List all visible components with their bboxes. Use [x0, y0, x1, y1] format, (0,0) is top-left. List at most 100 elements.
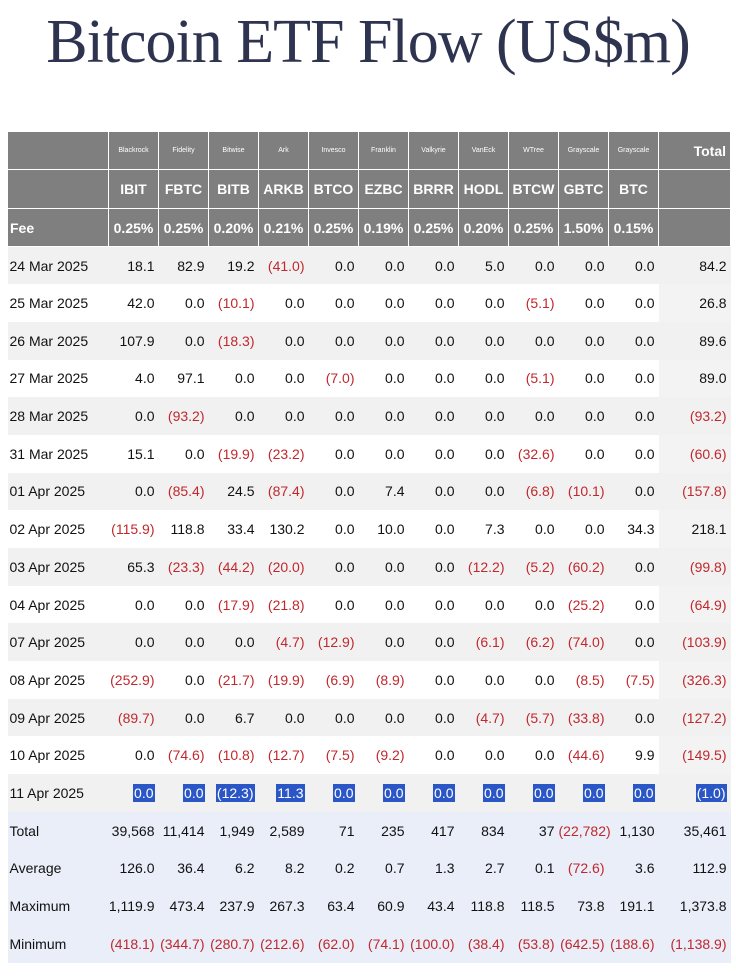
- flow-cell[interactable]: 0.0: [458, 661, 509, 699]
- summary-cell[interactable]: (74.1): [358, 924, 409, 963]
- flow-cell[interactable]: (44.2): [208, 548, 259, 586]
- row-total-cell[interactable]: (127.2): [658, 698, 731, 737]
- flow-cell[interactable]: (74.0): [558, 623, 609, 662]
- flow-cell[interactable]: 0.0: [308, 774, 359, 812]
- flow-cell[interactable]: 0.0: [158, 284, 209, 322]
- flow-cell[interactable]: 0.0: [558, 246, 609, 285]
- flow-cell[interactable]: (12.3): [208, 774, 259, 812]
- flow-cell[interactable]: 0.0: [508, 397, 559, 435]
- flow-cell[interactable]: 0.0: [108, 585, 159, 624]
- flow-cell[interactable]: 0.0: [458, 397, 509, 435]
- flow-cell[interactable]: (4.7): [458, 698, 509, 737]
- row-total-cell[interactable]: (326.3): [658, 661, 731, 699]
- summary-cell[interactable]: 1,949: [208, 811, 259, 850]
- flow-cell[interactable]: 0.0: [558, 510, 609, 548]
- flow-cell[interactable]: 0.0: [308, 397, 359, 435]
- flow-cell[interactable]: (44.6): [558, 736, 609, 775]
- flow-cell[interactable]: 0.0: [108, 623, 159, 662]
- flow-cell[interactable]: 42.0: [108, 284, 159, 322]
- summary-total-cell[interactable]: 1,373.8: [658, 887, 731, 925]
- flow-cell[interactable]: (23.2): [258, 434, 309, 473]
- flow-cell[interactable]: 0.0: [608, 623, 659, 662]
- flow-cell[interactable]: 0.0: [408, 284, 459, 322]
- summary-cell[interactable]: (53.8): [508, 924, 559, 963]
- flow-cell[interactable]: (18.3): [208, 321, 259, 360]
- summary-cell[interactable]: 126.0: [108, 849, 159, 888]
- summary-label[interactable]: Minimum: [7, 924, 109, 963]
- flow-cell[interactable]: 0.0: [158, 434, 209, 473]
- date-cell[interactable]: 27 Mar 2025: [7, 359, 109, 398]
- flow-cell[interactable]: (6.1): [458, 623, 509, 662]
- flow-cell[interactable]: 0.0: [508, 321, 559, 360]
- flow-cell[interactable]: 0.0: [608, 548, 659, 586]
- summary-cell[interactable]: 73.8: [558, 887, 609, 925]
- row-total-cell[interactable]: (157.8): [658, 472, 731, 511]
- flow-cell[interactable]: 0.0: [408, 397, 459, 435]
- flow-cell[interactable]: 0.0: [508, 246, 559, 285]
- flow-cell[interactable]: (60.2): [558, 548, 609, 586]
- flow-cell[interactable]: 0.0: [608, 359, 659, 398]
- flow-cell[interactable]: 0.0: [408, 510, 459, 548]
- flow-cell[interactable]: 82.9: [158, 246, 209, 285]
- flow-cell[interactable]: (12.2): [458, 548, 509, 586]
- flow-cell[interactable]: 0.0: [608, 284, 659, 322]
- flow-cell[interactable]: 0.0: [308, 510, 359, 548]
- flow-cell[interactable]: 0.0: [608, 246, 659, 285]
- flow-cell[interactable]: 0.0: [408, 774, 459, 812]
- flow-cell[interactable]: 0.0: [308, 246, 359, 285]
- flow-cell[interactable]: 0.0: [408, 698, 459, 737]
- flow-cell[interactable]: (21.7): [208, 661, 259, 699]
- summary-cell[interactable]: 0.2: [308, 849, 359, 888]
- flow-cell[interactable]: 0.0: [408, 359, 459, 398]
- flow-cell[interactable]: 0.0: [358, 623, 409, 662]
- flow-cell[interactable]: 0.0: [358, 774, 409, 812]
- flow-cell[interactable]: (8.5): [558, 661, 609, 699]
- flow-cell[interactable]: 0.0: [308, 321, 359, 360]
- row-total-cell[interactable]: 26.8: [658, 284, 731, 322]
- flow-cell[interactable]: (7.0): [308, 359, 359, 398]
- summary-cell[interactable]: (212.6): [258, 924, 309, 963]
- flow-cell[interactable]: 0.0: [158, 321, 209, 360]
- summary-label[interactable]: Total: [7, 811, 109, 850]
- summary-cell[interactable]: (418.1): [108, 924, 159, 963]
- flow-cell[interactable]: 0.0: [408, 661, 459, 699]
- flow-cell[interactable]: 0.0: [358, 359, 409, 398]
- flow-cell[interactable]: 0.0: [358, 246, 409, 285]
- flow-cell[interactable]: 0.0: [108, 774, 159, 812]
- summary-cell[interactable]: (188.6): [608, 924, 659, 963]
- summary-cell[interactable]: (100.0): [408, 924, 459, 963]
- summary-cell[interactable]: 237.9: [208, 887, 259, 925]
- summary-cell[interactable]: 473.4: [158, 887, 209, 925]
- summary-cell[interactable]: 2,589: [258, 811, 309, 850]
- flow-cell[interactable]: 0.0: [408, 246, 459, 285]
- date-cell[interactable]: 09 Apr 2025: [7, 698, 109, 737]
- summary-cell[interactable]: (38.4): [458, 924, 509, 963]
- flow-cell[interactable]: 107.9: [108, 321, 159, 360]
- flow-cell[interactable]: 0.0: [158, 774, 209, 812]
- summary-cell[interactable]: 191.1: [608, 887, 659, 925]
- flow-cell[interactable]: 0.0: [108, 736, 159, 775]
- flow-cell[interactable]: (6.8): [508, 472, 559, 511]
- row-total-cell[interactable]: (99.8): [658, 548, 731, 586]
- summary-cell[interactable]: 0.7: [358, 849, 409, 888]
- flow-cell[interactable]: 19.2: [208, 246, 259, 285]
- flow-cell[interactable]: 0.0: [208, 397, 259, 435]
- flow-cell[interactable]: 0.0: [258, 359, 309, 398]
- date-cell[interactable]: 03 Apr 2025: [7, 548, 109, 586]
- flow-cell[interactable]: (5.1): [508, 359, 559, 398]
- flow-cell[interactable]: 0.0: [258, 321, 309, 360]
- summary-cell[interactable]: 71: [308, 811, 359, 850]
- flow-cell[interactable]: 18.1: [108, 246, 159, 285]
- summary-cell[interactable]: 267.3: [258, 887, 309, 925]
- summary-cell[interactable]: 63.4: [308, 887, 359, 925]
- flow-cell[interactable]: (89.7): [108, 698, 159, 737]
- summary-cell[interactable]: 417: [408, 811, 459, 850]
- summary-cell[interactable]: 2.7: [458, 849, 509, 888]
- summary-cell[interactable]: 6.2: [208, 849, 259, 888]
- flow-cell[interactable]: 0.0: [358, 585, 409, 624]
- flow-cell[interactable]: 0.0: [508, 736, 559, 775]
- flow-cell[interactable]: (23.3): [158, 548, 209, 586]
- summary-cell[interactable]: (642.5): [558, 924, 609, 963]
- flow-cell[interactable]: 0.0: [408, 585, 459, 624]
- flow-cell[interactable]: (25.2): [558, 585, 609, 624]
